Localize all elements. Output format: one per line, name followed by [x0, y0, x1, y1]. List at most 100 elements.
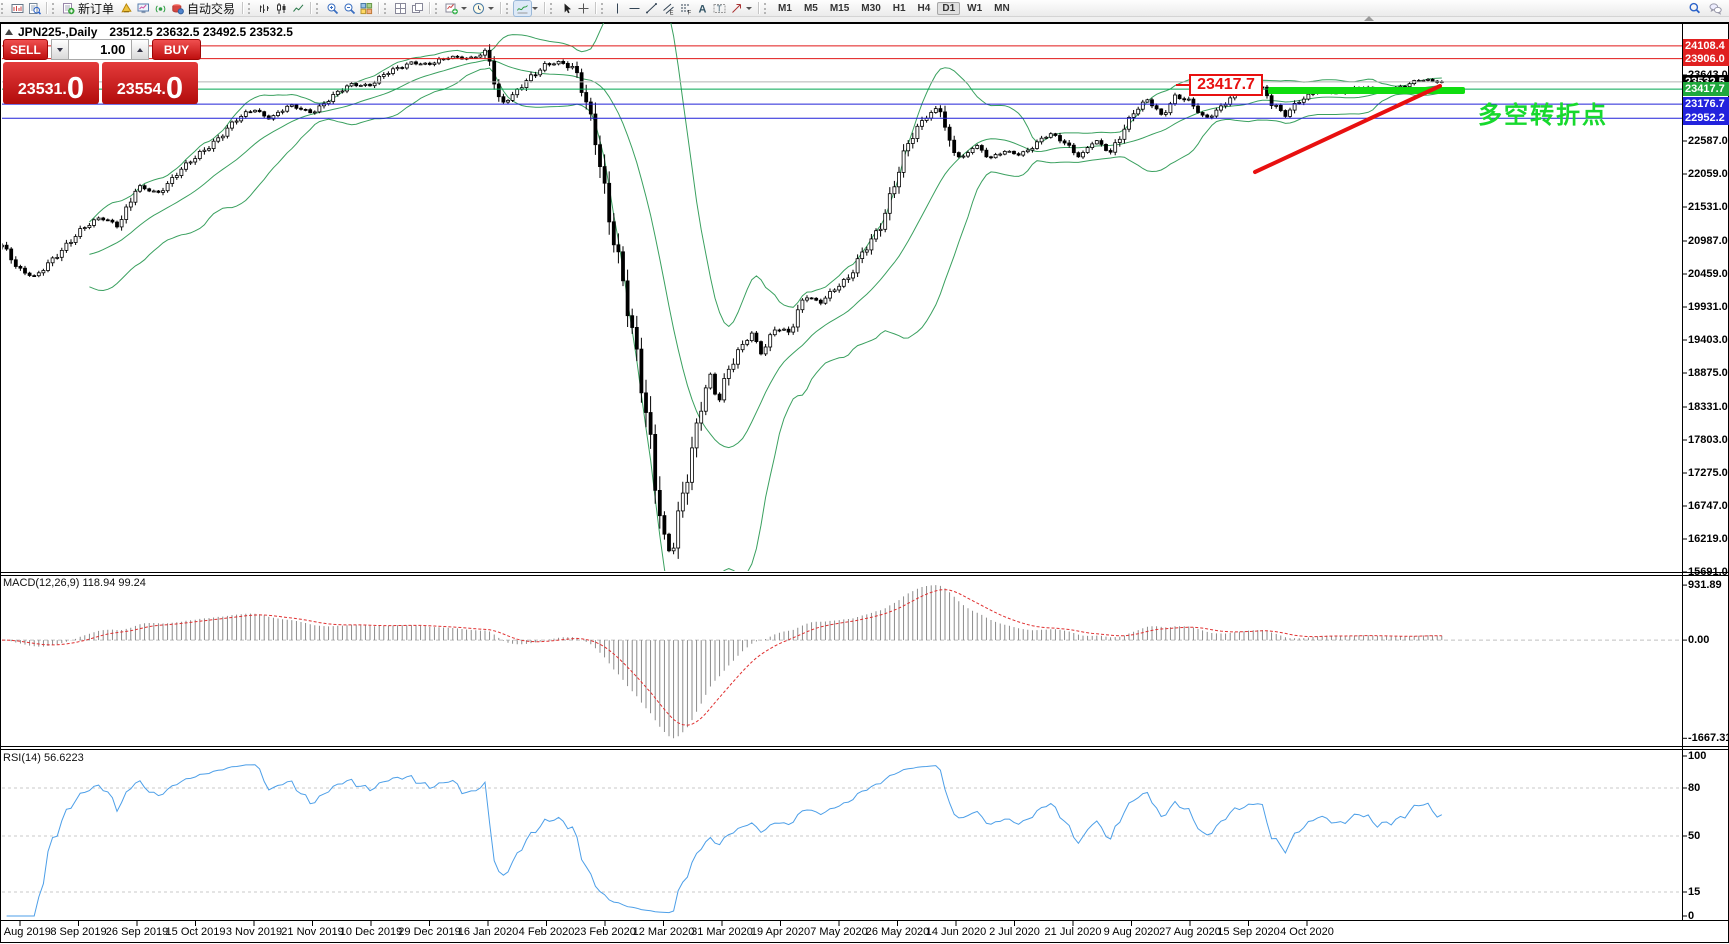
signals-button[interactable]	[152, 1, 169, 16]
text-label-button[interactable]: T	[711, 1, 728, 16]
zoom-out-button[interactable]	[341, 1, 358, 16]
chart-symbol-period: JPN225-,Daily	[18, 25, 98, 39]
signals-icon	[155, 5, 166, 12]
new-order-label[interactable]: 新订单	[78, 1, 115, 16]
chevron-down-icon[interactable]	[488, 6, 495, 10]
arrow-tools-button[interactable]	[728, 1, 745, 16]
profiles-button[interactable]	[470, 1, 487, 16]
candlestick-chart-button[interactable]	[273, 1, 290, 16]
zoom-in-button[interactable]	[324, 1, 341, 16]
volume-input[interactable]: 1.00	[68, 39, 133, 60]
price-axis-tick: 18875.0	[1688, 366, 1728, 379]
new-chart-icon	[445, 3, 458, 14]
date-axis-label: 21 Nov 2019	[281, 926, 344, 938]
date-axis-label: 2 Jul 2020	[989, 926, 1040, 938]
sell-button[interactable]: SELL	[3, 39, 49, 60]
candlestick-chart-icon	[277, 2, 286, 14]
toolbar-separator	[242, 2, 245, 14]
buy-price: 23554.	[116, 81, 166, 98]
new-order-button[interactable]	[60, 1, 77, 16]
vertical-line-button[interactable]	[609, 1, 626, 16]
market-watch-icon	[121, 2, 132, 12]
cursor-button[interactable]	[558, 1, 575, 16]
toolbar-grip[interactable]	[601, 2, 606, 14]
arrow-up-icon	[137, 47, 144, 52]
timeframe-button-w1[interactable]: W1	[967, 2, 983, 14]
trendline-button[interactable]	[643, 1, 660, 16]
date-axis-label: 12 Mar 2020	[632, 926, 695, 938]
chevron-down-icon[interactable]	[532, 6, 539, 10]
auto-arrange-button[interactable]	[392, 1, 409, 16]
toolbar-grip[interactable]	[435, 2, 440, 14]
timeframe-button-h4[interactable]: H4	[917, 2, 931, 14]
bar-chart-button[interactable]	[256, 1, 273, 16]
date-axis-label: 26 May 2020	[865, 926, 930, 938]
macd-axis-tick: -1667.31	[1688, 731, 1729, 744]
trade-row-top: SELL 1.00 BUY	[3, 39, 201, 60]
buy-price-button[interactable]: 23554. 0	[102, 62, 198, 104]
toolbar-grip[interactable]	[764, 2, 769, 14]
rsi-axis-tick: 80	[1688, 781, 1701, 794]
text-label-icon: T	[713, 3, 726, 13]
equidistant-channel-button[interactable]: E	[660, 1, 677, 16]
tile-windows-button[interactable]	[358, 1, 375, 16]
search-button[interactable]	[1686, 1, 1703, 16]
price-axis-label: 22952.2	[1683, 111, 1729, 126]
date-axis-label: 29 Dec 2019	[398, 926, 461, 938]
sell-price-button[interactable]: 23531. 0	[3, 62, 99, 104]
toolbar-grip[interactable]	[1, 2, 6, 14]
date-axis-label: 8 Sep 2019	[50, 926, 107, 938]
toolbar-grip[interactable]	[52, 2, 57, 14]
market-watch-button[interactable]	[118, 1, 135, 16]
crosshair-button[interactable]	[575, 1, 592, 16]
price-callout[interactable]: 23417.7	[1189, 74, 1263, 96]
line-chart-button[interactable]	[290, 1, 307, 16]
svg-text:E: E	[670, 10, 674, 15]
trend-note-text: 多空转折点	[1478, 102, 1608, 129]
volume-decrease-button[interactable]	[51, 39, 69, 60]
price-axis-label: 23176.7	[1683, 97, 1729, 112]
autotrading-button[interactable]	[169, 1, 186, 16]
chart-window-icon	[11, 3, 24, 13]
vertical-line-icon	[617, 3, 619, 13]
new-chart-button[interactable]	[443, 1, 460, 16]
timeframe-button-m5[interactable]: M5	[803, 2, 818, 14]
toolbar-grip[interactable]	[316, 2, 321, 14]
profiles-icon	[473, 2, 485, 14]
chevron-down-icon[interactable]	[746, 6, 753, 10]
timeframe-button-h1[interactable]: H1	[892, 2, 906, 14]
bar-chart-icon	[260, 4, 270, 13]
timeframe-button-m15[interactable]: M15	[829, 2, 850, 14]
indicators-button[interactable]	[513, 0, 533, 17]
splitter-handle-icon[interactable]	[1364, 16, 1374, 21]
timeframe-button-mn[interactable]: MN	[994, 2, 1010, 14]
cascade-button[interactable]	[409, 1, 426, 16]
date-axis-label: 19 Apr 2020	[750, 926, 811, 938]
timeframe-button-m30[interactable]: M30	[861, 2, 881, 14]
macd-value: 118.94	[82, 577, 116, 589]
terminal-button[interactable]	[135, 1, 152, 16]
rsi-value: 56.6223	[43, 752, 84, 764]
buy-button[interactable]: BUY	[152, 39, 201, 60]
arrow-tools-icon	[732, 3, 742, 13]
chat-button[interactable]	[1707, 1, 1724, 16]
toolbar-grip[interactable]	[506, 2, 511, 14]
chart-window-button[interactable]	[9, 1, 26, 16]
chevron-down-icon[interactable]	[461, 6, 468, 10]
crosshair-icon	[578, 3, 589, 13]
timeframe-button-d1[interactable]: D1	[937, 1, 961, 15]
macd-name: MACD(12,26,9)	[3, 577, 80, 589]
text-button[interactable]: A	[694, 1, 711, 16]
timeframe-button-m1[interactable]: M1	[778, 2, 792, 14]
fibonacci-button[interactable]: F	[677, 1, 694, 16]
date-axis-label: 23 Feb 2020	[574, 926, 636, 938]
horizontal-line-button[interactable]	[626, 1, 643, 16]
toolbar-grip[interactable]	[384, 2, 389, 14]
volume-increase-button[interactable]	[132, 39, 150, 60]
data-window-button[interactable]	[26, 1, 43, 16]
toolbar-grip[interactable]	[550, 2, 555, 14]
autotrading-label[interactable]: 自动交易	[187, 1, 236, 16]
toolbar-grip[interactable]	[248, 2, 253, 14]
macd-signal-value: 99.24	[118, 577, 146, 589]
